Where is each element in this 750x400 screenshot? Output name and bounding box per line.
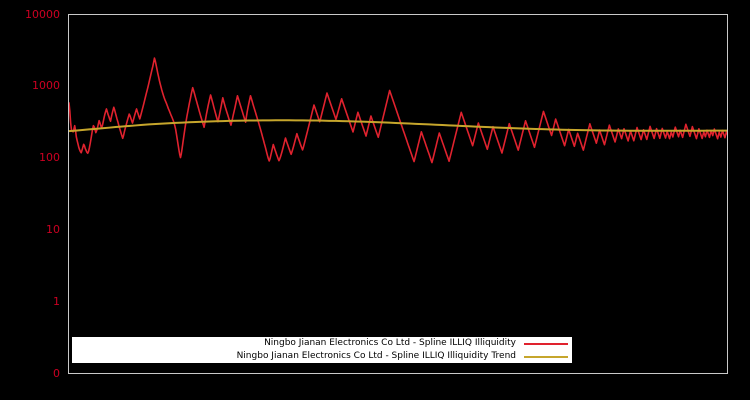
- y-tick-label-10: 10: [46, 223, 60, 236]
- legend-swatch-illiquidity-trend: [524, 355, 568, 358]
- series-line-illiquidity: [69, 57, 727, 164]
- legend-swatch-illiquidity: [524, 342, 568, 345]
- y-tick-label-100: 100: [39, 151, 60, 164]
- chart-legend: Ningbo Jianan Electronics Co Ltd - Splin…: [72, 337, 572, 363]
- legend-item-illiquidity: Ningbo Jianan Electronics Co Ltd - Splin…: [72, 337, 572, 350]
- y-tick-label-1000: 1000: [32, 79, 60, 92]
- series-canvas: [69, 57, 727, 164]
- y-tick-label-1: 1: [53, 295, 60, 308]
- legend-item-illiquidity-trend: Ningbo Jianan Electronics Co Ltd - Splin…: [72, 350, 572, 363]
- series-line-illiquidity-trend: [69, 119, 727, 133]
- y-tick-label-0: 0: [53, 367, 60, 380]
- plot-area: [68, 14, 728, 374]
- legend-label-illiquidity: Ningbo Jianan Electronics Co Ltd - Splin…: [264, 338, 516, 348]
- legend-label-illiquidity-trend: Ningbo Jianan Electronics Co Ltd - Splin…: [236, 351, 516, 361]
- y-tick-label-10000: 10000: [25, 8, 60, 21]
